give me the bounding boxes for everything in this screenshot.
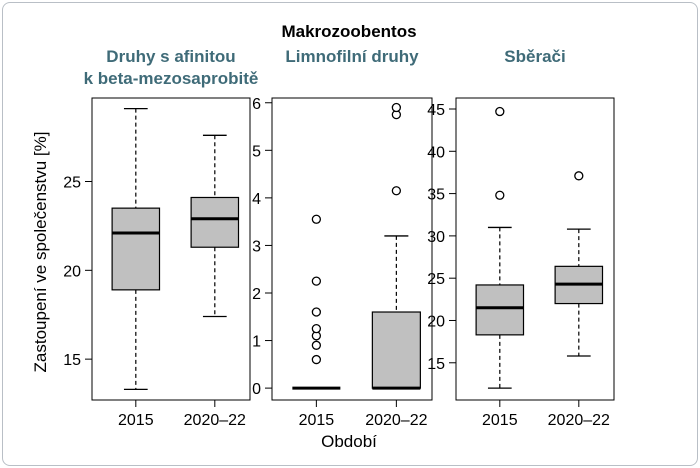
box-2015 [111,108,161,390]
box-2015 [292,214,341,390]
outlier-point [311,307,322,317]
x-tick-label: 2020–22 [184,412,246,429]
box-2015 [475,106,525,389]
panel-3: Sběrači 15 20 25 30 35 40 45 2015 2020–22 [427,47,615,429]
y-axis-label: Zastoupení ve společenstvu [%] [31,132,50,373]
panel-title: k beta-mezosaprobitě [84,69,259,88]
box-2020–22 [554,171,604,357]
panel-title: Sběrači [504,47,565,66]
x-tick-label: 2015 [482,412,518,429]
plot-border [271,97,433,401]
y-tick-label: 6 [252,96,261,113]
outlier-point [311,276,322,286]
y-tick-label: 45 [427,102,445,119]
y-tick-label: 1 [252,334,261,351]
outlier-point [391,102,402,113]
y-tick-label: 0 [252,381,261,398]
outlier-point [311,354,322,365]
iqr-box [475,284,525,336]
y-tick-label: 20 [427,313,445,330]
y-tick-label: 40 [427,144,445,161]
y-tick-label: 15 [427,356,445,373]
y-tick-label: 25 [63,174,81,191]
panel-2: Limnofilní druhy 0 1 2 3 4 5 6 2015 2020–22 [252,47,433,429]
outlier-point [495,106,505,117]
y-tick-label: 4 [252,191,261,208]
panel-title: Limnofilní druhy [285,47,419,66]
y-tick-label: 35 [427,187,445,204]
outlier-point [391,186,402,196]
x-tick-label: 2015 [299,412,335,429]
y-tick-label: 5 [252,143,261,160]
iqr-box [371,311,421,389]
x-tick-label: 2020–22 [548,412,610,429]
y-tick-label: 30 [427,229,445,246]
figure-title: Makrozoobentos [281,22,416,41]
x-axis-label: Období [321,432,377,451]
box-2020–22 [190,134,240,318]
box-2020–22 [371,102,421,390]
outlier-point [574,171,584,181]
outlier-point [311,214,322,224]
outlier-point [495,190,505,200]
iqr-box [190,196,240,248]
x-tick-label: 2020–22 [365,412,427,429]
iqr-box [111,207,161,291]
y-tick-label: 25 [427,271,445,288]
panel-title: Druhy s afinitou [106,47,235,66]
y-tick-label: 20 [63,263,81,280]
plot-border [91,97,251,401]
outlier-point [311,340,322,350]
outlier-point [311,324,322,334]
plot-border [455,97,615,401]
y-tick-label: 2 [252,286,261,303]
y-tick-label: 3 [252,238,261,255]
y-tick-label: 15 [63,352,81,369]
x-tick-label: 2015 [118,412,154,429]
